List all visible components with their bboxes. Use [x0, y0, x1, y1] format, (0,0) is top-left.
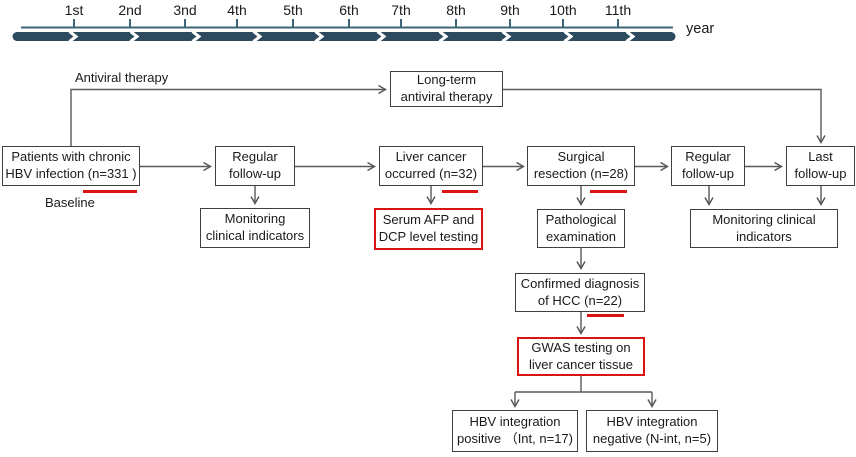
timeline-year-7: 7th: [391, 2, 411, 18]
node-surgical-resection: Surgical resection (n=28): [527, 146, 635, 186]
timeline-year-11: 11th: [604, 2, 632, 18]
node-monitoring-clinical-indicators-1: Monitoring clinical indicators: [200, 208, 310, 248]
timeline-axis-label: year: [686, 21, 715, 37]
red-underline-hcc-n: [587, 314, 624, 317]
timeline-year-3: 3nd: [173, 2, 197, 18]
timeline-year-8: 8th: [446, 2, 466, 18]
baseline-label: Baseline: [45, 195, 95, 210]
timeline-year-10: 10th: [549, 2, 577, 18]
red-underline-patients-n: [83, 190, 137, 193]
node-liver-cancer-occurred: Liver cancer occurred (n=32): [379, 146, 483, 186]
timeline-year-1: 1st: [64, 2, 84, 18]
timeline-year-2: 2nd: [118, 2, 142, 18]
node-serum-afp-dcp-testing: Serum AFP and DCP level testing: [374, 208, 483, 250]
timeline-year-5: 5th: [283, 2, 303, 18]
antiviral-therapy-label: Antiviral therapy: [75, 70, 169, 85]
node-regular-followup-1: Regular follow-up: [215, 146, 295, 186]
red-underline-liver-cancer-n: [442, 190, 478, 193]
node-hbv-integration-positive: HBV integration positive （Int, n=17): [452, 410, 578, 452]
timeline-band: [12, 30, 676, 43]
node-monitoring-clinical-indicators-2: Monitoring clinical indicators: [690, 209, 838, 248]
node-last-followup: Last follow-up: [786, 146, 855, 186]
node-patients-chronic-hbv: Patients with chronic HBV infection (n=3…: [2, 146, 140, 186]
timeline-year-4: 4th: [227, 2, 247, 18]
node-longterm-antiviral-therapy: Long-term antiviral therapy: [390, 71, 503, 107]
red-underline-surgical-n: [590, 190, 627, 193]
node-regular-followup-2: Regular follow-up: [671, 146, 745, 186]
node-confirmed-diagnosis-hcc: Confirmed diagnosis of HCC (n=22): [515, 273, 645, 312]
timeline-year-6: 6th: [339, 2, 359, 18]
node-pathological-examination: Pathological examination: [537, 209, 625, 248]
node-hbv-integration-negative: HBV integration negative (N-int, n=5): [586, 410, 718, 452]
timeline-axis: [21, 19, 673, 29]
node-gwas-testing: GWAS testing on liver cancer tissue: [517, 337, 645, 376]
timeline-year-9: 9th: [500, 2, 520, 18]
